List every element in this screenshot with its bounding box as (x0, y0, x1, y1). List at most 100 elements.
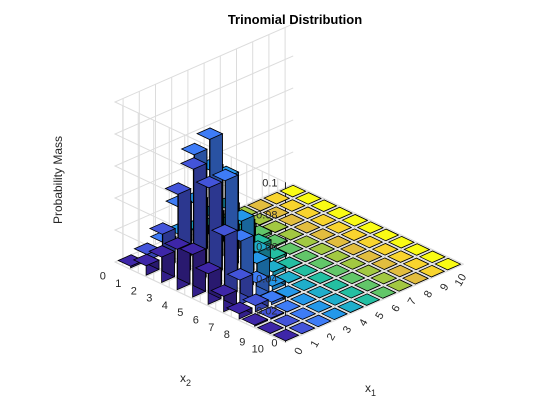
bar (272, 314, 301, 328)
x2-tick-label: 4 (162, 300, 168, 312)
bars (117, 127, 462, 342)
bar (323, 249, 351, 263)
bar-top-face (241, 313, 269, 326)
x2-tick-label: 1 (115, 278, 121, 290)
bar-top-face (257, 306, 285, 319)
bar-top-face (211, 168, 239, 182)
bar (307, 257, 335, 270)
bar (305, 300, 333, 313)
bar-top-face (277, 228, 305, 241)
bar-top-face (339, 242, 368, 256)
bar-top-face (276, 242, 304, 255)
bar (356, 235, 384, 249)
bar-top-face (310, 199, 338, 212)
bar-top-face (210, 284, 238, 297)
bar (320, 307, 349, 321)
bar-top-face (353, 293, 381, 306)
bar (294, 192, 322, 205)
bar-top-face (290, 278, 318, 292)
bar-top-face (322, 264, 351, 277)
z-tick-label: 0.04 (256, 273, 277, 285)
z-tick-label: 0.1 (262, 177, 277, 189)
bar (403, 243, 431, 256)
bar (289, 307, 317, 320)
bar-top-face (241, 293, 270, 307)
bar (402, 257, 430, 271)
bar-top-face (288, 321, 316, 335)
bar-top-face (341, 214, 369, 227)
x1-tick-label: 10 (453, 272, 470, 289)
bar (325, 206, 353, 220)
bar-top-face (195, 175, 223, 189)
bar (306, 271, 334, 284)
bar-top-face (338, 271, 366, 285)
bar (276, 242, 304, 256)
bar-top-face (325, 206, 353, 220)
bar (353, 293, 381, 306)
x1-tick-label: 0 (292, 346, 305, 357)
bar (241, 293, 270, 313)
bar-top-face (323, 249, 351, 263)
bar (337, 286, 365, 299)
bar-top-face (163, 237, 191, 250)
bar (387, 250, 415, 263)
bar (338, 271, 366, 285)
bar-top-face (320, 307, 349, 321)
bar (386, 264, 414, 278)
bar (306, 285, 334, 299)
chart-title: Trinomial Distribution (228, 12, 362, 27)
x2-tick-label: 9 (239, 336, 245, 348)
bar-top-face (294, 192, 322, 205)
bar-top-face (294, 206, 322, 220)
bar-top-face (304, 314, 332, 328)
x1-tick-label: 4 (357, 317, 370, 328)
bar (278, 199, 306, 212)
bar-top-face (246, 199, 275, 212)
bar-top-face (305, 300, 333, 313)
bar-top-face (355, 250, 383, 263)
bar (294, 206, 322, 220)
bar-top-face (386, 264, 414, 278)
bar (225, 301, 253, 320)
bar-top-face (226, 268, 254, 281)
bar (272, 328, 300, 342)
bar-top-face (385, 279, 413, 292)
bar-top-face (291, 249, 320, 263)
grid-line (285, 263, 464, 343)
bar-top-face (225, 301, 253, 315)
z-axis-label: Probability Mass (51, 136, 65, 224)
bar (309, 213, 337, 227)
grid-line (228, 211, 400, 294)
bar (304, 314, 332, 328)
bar-top-face (337, 286, 365, 299)
grid-line (276, 190, 448, 272)
bar-top-face (262, 206, 290, 219)
bar (418, 250, 446, 264)
z-tick-label: 0.08 (256, 209, 277, 221)
grid-line (113, 23, 294, 183)
bar-top-face (371, 243, 399, 256)
bar-top-face (291, 264, 319, 277)
bar-top-face (340, 228, 368, 241)
bar (371, 243, 399, 256)
bar-top-face (132, 253, 160, 267)
bar-top-face (179, 157, 208, 170)
x1-tick-label: 3 (341, 324, 354, 335)
x1-tick-label: 8 (422, 289, 435, 300)
bar-top-face (369, 286, 397, 299)
bar-top-face (309, 213, 337, 227)
x2-tick-label: 5 (177, 307, 183, 319)
bar-top-face (418, 264, 446, 278)
bar (308, 242, 336, 256)
bar (292, 235, 320, 248)
bar-top-face (387, 235, 415, 249)
bar-top-face (370, 257, 399, 270)
bar (370, 257, 399, 270)
bar-top-face (322, 278, 350, 292)
x1-tick-label: 6 (389, 303, 402, 314)
bar-top-face (324, 235, 352, 249)
bar (339, 257, 367, 270)
